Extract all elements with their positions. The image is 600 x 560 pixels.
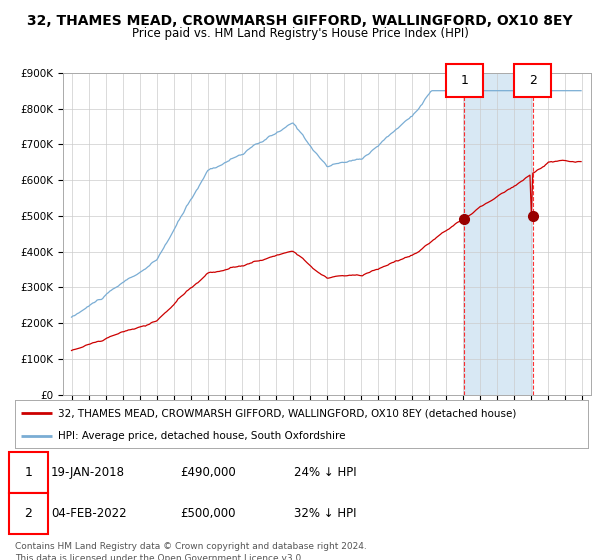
Text: 19-JAN-2018: 19-JAN-2018 xyxy=(51,466,125,479)
Text: Price paid vs. HM Land Registry's House Price Index (HPI): Price paid vs. HM Land Registry's House … xyxy=(131,27,469,40)
Text: 32, THAMES MEAD, CROWMARSH GIFFORD, WALLINGFORD, OX10 8EY (detached house): 32, THAMES MEAD, CROWMARSH GIFFORD, WALL… xyxy=(58,408,517,418)
Text: 1: 1 xyxy=(460,74,468,87)
Text: 2: 2 xyxy=(25,507,32,520)
Text: £500,000: £500,000 xyxy=(180,507,235,520)
Text: Contains HM Land Registry data © Crown copyright and database right 2024.: Contains HM Land Registry data © Crown c… xyxy=(15,542,367,551)
Text: 04-FEB-2022: 04-FEB-2022 xyxy=(51,507,127,520)
Text: 1: 1 xyxy=(25,466,32,479)
Text: 32, THAMES MEAD, CROWMARSH GIFFORD, WALLINGFORD, OX10 8EY: 32, THAMES MEAD, CROWMARSH GIFFORD, WALL… xyxy=(27,14,573,28)
Text: 24% ↓ HPI: 24% ↓ HPI xyxy=(294,466,356,479)
Text: £490,000: £490,000 xyxy=(180,466,236,479)
Bar xyxy=(464,73,533,395)
Text: HPI: Average price, detached house, South Oxfordshire: HPI: Average price, detached house, Sout… xyxy=(58,431,346,441)
Text: This data is licensed under the Open Government Licence v3.0.: This data is licensed under the Open Gov… xyxy=(15,554,304,560)
Text: 2: 2 xyxy=(529,74,536,87)
Text: 32% ↓ HPI: 32% ↓ HPI xyxy=(294,507,356,520)
